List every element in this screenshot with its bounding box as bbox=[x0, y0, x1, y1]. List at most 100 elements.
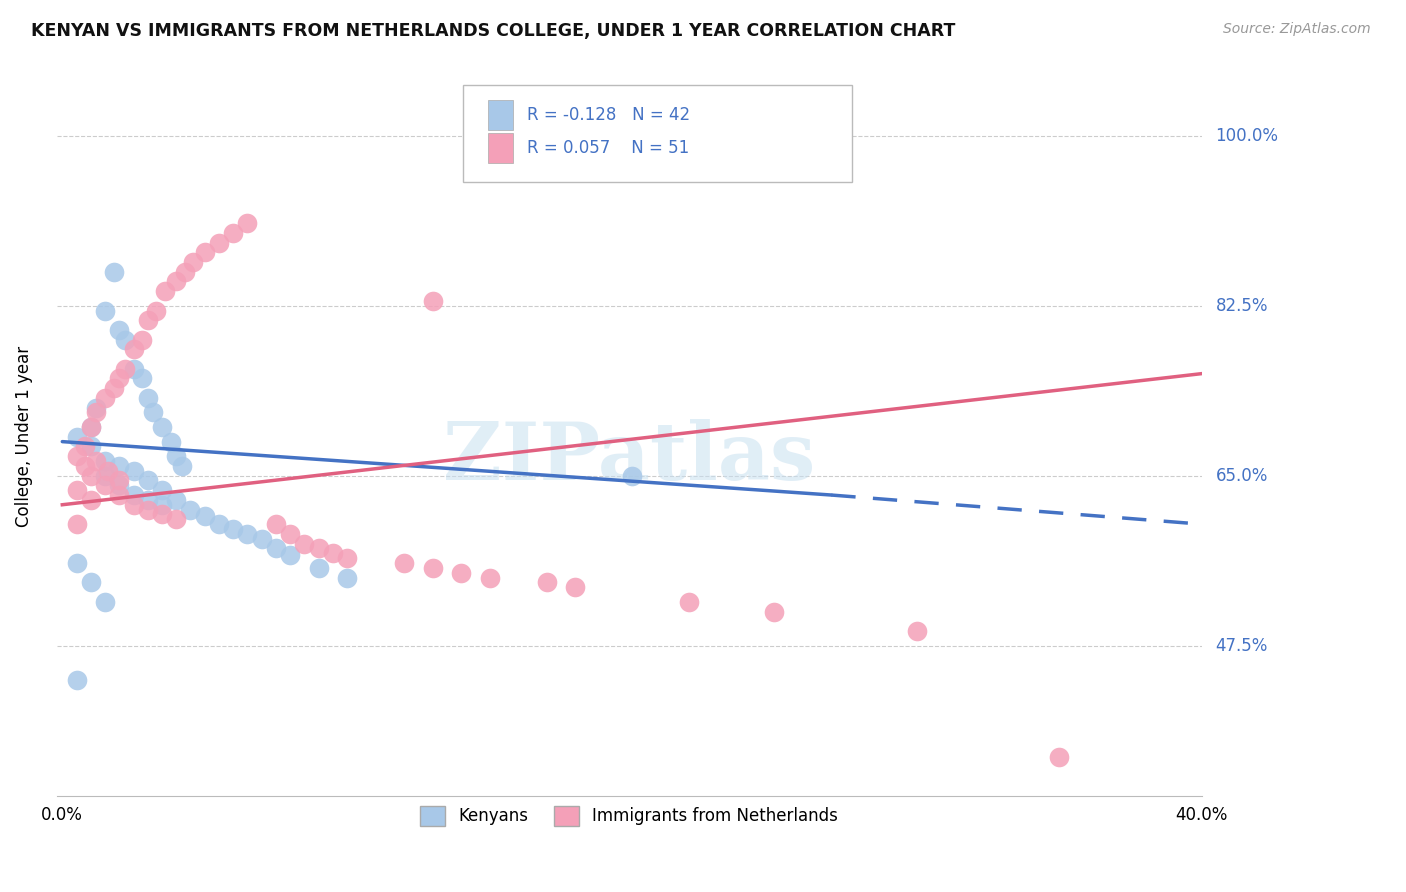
Point bbox=[222, 226, 245, 240]
Point bbox=[75, 458, 97, 473]
Point bbox=[165, 492, 187, 507]
Text: KENYAN VS IMMIGRANTS FROM NETHERLANDS COLLEGE, UNDER 1 YEAR CORRELATION CHART: KENYAN VS IMMIGRANTS FROM NETHERLANDS CO… bbox=[31, 22, 955, 40]
Point bbox=[536, 575, 558, 590]
Point bbox=[208, 517, 231, 532]
Point bbox=[236, 216, 259, 230]
Point bbox=[294, 536, 316, 550]
Point bbox=[114, 333, 136, 347]
Point bbox=[194, 509, 217, 524]
Point bbox=[80, 492, 103, 507]
Point bbox=[65, 430, 87, 444]
Point bbox=[278, 548, 301, 562]
Text: ZIPatlas: ZIPatlas bbox=[443, 419, 815, 498]
Point bbox=[86, 401, 108, 415]
Point bbox=[422, 293, 444, 308]
Point bbox=[80, 440, 103, 454]
Point bbox=[236, 527, 259, 541]
Point bbox=[80, 420, 103, 434]
Point bbox=[308, 541, 330, 556]
Point bbox=[392, 556, 415, 570]
Point bbox=[336, 571, 359, 585]
Point bbox=[65, 449, 87, 463]
Point bbox=[94, 468, 117, 483]
Text: 100.0%: 100.0% bbox=[1216, 127, 1278, 145]
Point bbox=[142, 405, 165, 419]
Point bbox=[103, 265, 125, 279]
Point bbox=[620, 468, 643, 483]
Point bbox=[75, 440, 97, 454]
Point bbox=[108, 371, 131, 385]
Point bbox=[108, 474, 131, 488]
Point bbox=[65, 556, 87, 570]
Point bbox=[322, 546, 344, 560]
FancyBboxPatch shape bbox=[463, 85, 852, 182]
Point bbox=[122, 343, 145, 357]
Legend: Kenyans, Immigrants from Netherlands: Kenyans, Immigrants from Netherlands bbox=[412, 797, 846, 835]
Point bbox=[905, 624, 928, 638]
Point bbox=[422, 561, 444, 575]
Point bbox=[136, 474, 159, 488]
Point bbox=[150, 498, 173, 512]
Point bbox=[165, 449, 187, 463]
Point bbox=[108, 323, 131, 337]
Point bbox=[153, 284, 176, 298]
Point bbox=[450, 566, 472, 580]
Point bbox=[136, 391, 159, 405]
Y-axis label: College, Under 1 year: College, Under 1 year bbox=[15, 346, 32, 527]
Point bbox=[122, 361, 145, 376]
Point bbox=[94, 303, 117, 318]
Point bbox=[136, 502, 159, 516]
Point bbox=[150, 420, 173, 434]
Point bbox=[478, 571, 501, 585]
Text: 82.5%: 82.5% bbox=[1216, 297, 1268, 315]
Point bbox=[173, 265, 195, 279]
Point bbox=[165, 274, 187, 288]
Point bbox=[65, 673, 87, 687]
Point bbox=[80, 420, 103, 434]
Point bbox=[131, 371, 153, 385]
Point bbox=[94, 454, 117, 468]
Point bbox=[179, 502, 201, 516]
Point bbox=[86, 405, 108, 419]
Point bbox=[65, 483, 87, 498]
Point bbox=[65, 517, 87, 532]
Text: Source: ZipAtlas.com: Source: ZipAtlas.com bbox=[1223, 22, 1371, 37]
Point bbox=[278, 527, 301, 541]
Point bbox=[150, 508, 173, 522]
FancyBboxPatch shape bbox=[488, 100, 513, 130]
Point bbox=[150, 483, 173, 498]
Point bbox=[136, 313, 159, 327]
Point bbox=[170, 458, 193, 473]
Text: R = -0.128   N = 42: R = -0.128 N = 42 bbox=[527, 106, 690, 124]
Point bbox=[94, 391, 117, 405]
Point bbox=[122, 488, 145, 502]
Point bbox=[183, 255, 205, 269]
Text: R = 0.057    N = 51: R = 0.057 N = 51 bbox=[527, 139, 689, 157]
Point bbox=[108, 478, 131, 492]
Point bbox=[145, 303, 167, 318]
Point bbox=[763, 605, 786, 619]
Point bbox=[103, 381, 125, 395]
Point bbox=[80, 468, 103, 483]
Point bbox=[122, 464, 145, 478]
Point bbox=[159, 434, 181, 449]
Point bbox=[94, 595, 117, 609]
Point bbox=[222, 522, 245, 536]
Point bbox=[194, 245, 217, 260]
Point bbox=[308, 561, 330, 575]
Point bbox=[114, 361, 136, 376]
Point bbox=[94, 478, 117, 492]
Point bbox=[208, 235, 231, 250]
Point bbox=[97, 464, 120, 478]
Point bbox=[1047, 750, 1070, 764]
Text: 65.0%: 65.0% bbox=[1216, 467, 1268, 484]
Point bbox=[108, 458, 131, 473]
Point bbox=[86, 454, 108, 468]
Point bbox=[122, 498, 145, 512]
Point bbox=[264, 517, 287, 532]
FancyBboxPatch shape bbox=[488, 133, 513, 163]
Point bbox=[678, 595, 700, 609]
Point bbox=[131, 333, 153, 347]
Point bbox=[136, 492, 159, 507]
Text: 47.5%: 47.5% bbox=[1216, 637, 1268, 655]
